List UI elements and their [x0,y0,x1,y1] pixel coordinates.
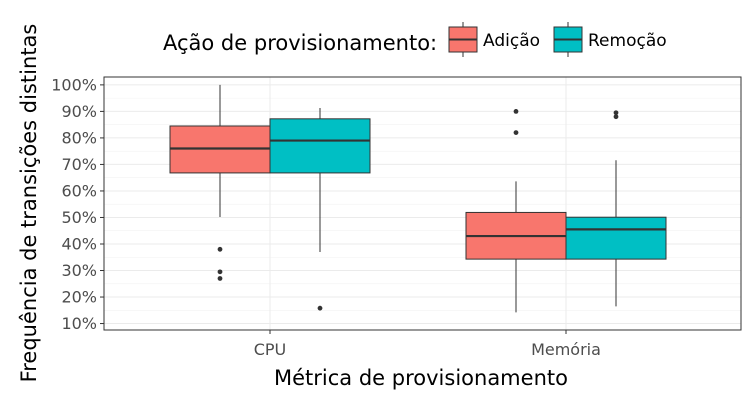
y-tick-label: 90% [61,102,97,121]
box-Remoção-CPU [269,107,371,311]
outlier-point [613,114,619,120]
y-tick-label: 20% [61,288,97,307]
outlier-point [217,276,223,281]
legend-item-Remoção: Remoção [553,22,667,57]
outlier-point [513,130,519,136]
y-tick-label: 10% [61,314,97,333]
outlier-point [513,108,519,114]
y-tick-label: 80% [61,128,97,147]
legend-label: Remoção [588,31,667,51]
y-tick-label: 100% [51,75,97,94]
panel-background [104,77,741,330]
x-tick-label: CPU [254,340,287,359]
y-tick-label: 30% [61,261,97,280]
x-axis-title: Métrica de provisionamento [274,366,568,390]
box-Remoção-Memória [565,110,667,307]
x-tick-label: Memória [531,340,601,359]
legend: Ação de provisionamento: Adição Remoção [163,22,667,57]
outlier-point [613,110,619,116]
box-Adição-CPU [169,84,271,281]
legend-item-Adição: Adição [448,22,540,57]
y-tick-label: 70% [61,155,97,174]
y-tick-label: 50% [61,208,97,227]
box-body [565,216,667,260]
panel-border [103,76,742,331]
outlier-point [217,246,223,252]
legend-label: Adição [483,31,540,51]
y-axis-title: Frequência de transições distintas [17,24,41,383]
legend-title: Ação de provisionamento: [163,31,437,55]
y-tick-label: 60% [61,181,97,200]
outlier-point [317,305,323,311]
plot-panel [103,76,742,331]
y-tick-label: 40% [61,234,97,253]
box-body [269,118,371,174]
outlier-point [217,269,223,275]
box-Adição-Memória [465,108,567,313]
